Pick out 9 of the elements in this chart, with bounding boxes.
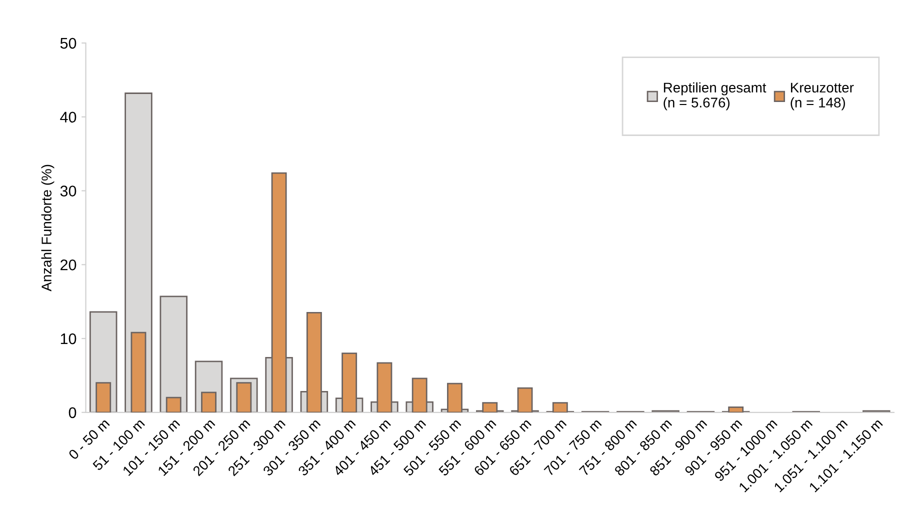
y-tick-label: 30 [60,186,76,196]
y-tick-label: 0 [68,407,76,418]
y-tick-label: 50 [60,38,76,49]
legend-label: Reptilien gesamt (n = 5.676) [664,82,766,110]
legend-label: Kreuzotter (n = 148) [790,82,854,110]
y-axis-title: Anzahl Fundorte (%) [41,164,54,292]
y-tick-label: 40 [60,112,76,123]
y-tick-label: 10 [60,333,76,344]
y-tick-label: 20 [60,260,76,270]
